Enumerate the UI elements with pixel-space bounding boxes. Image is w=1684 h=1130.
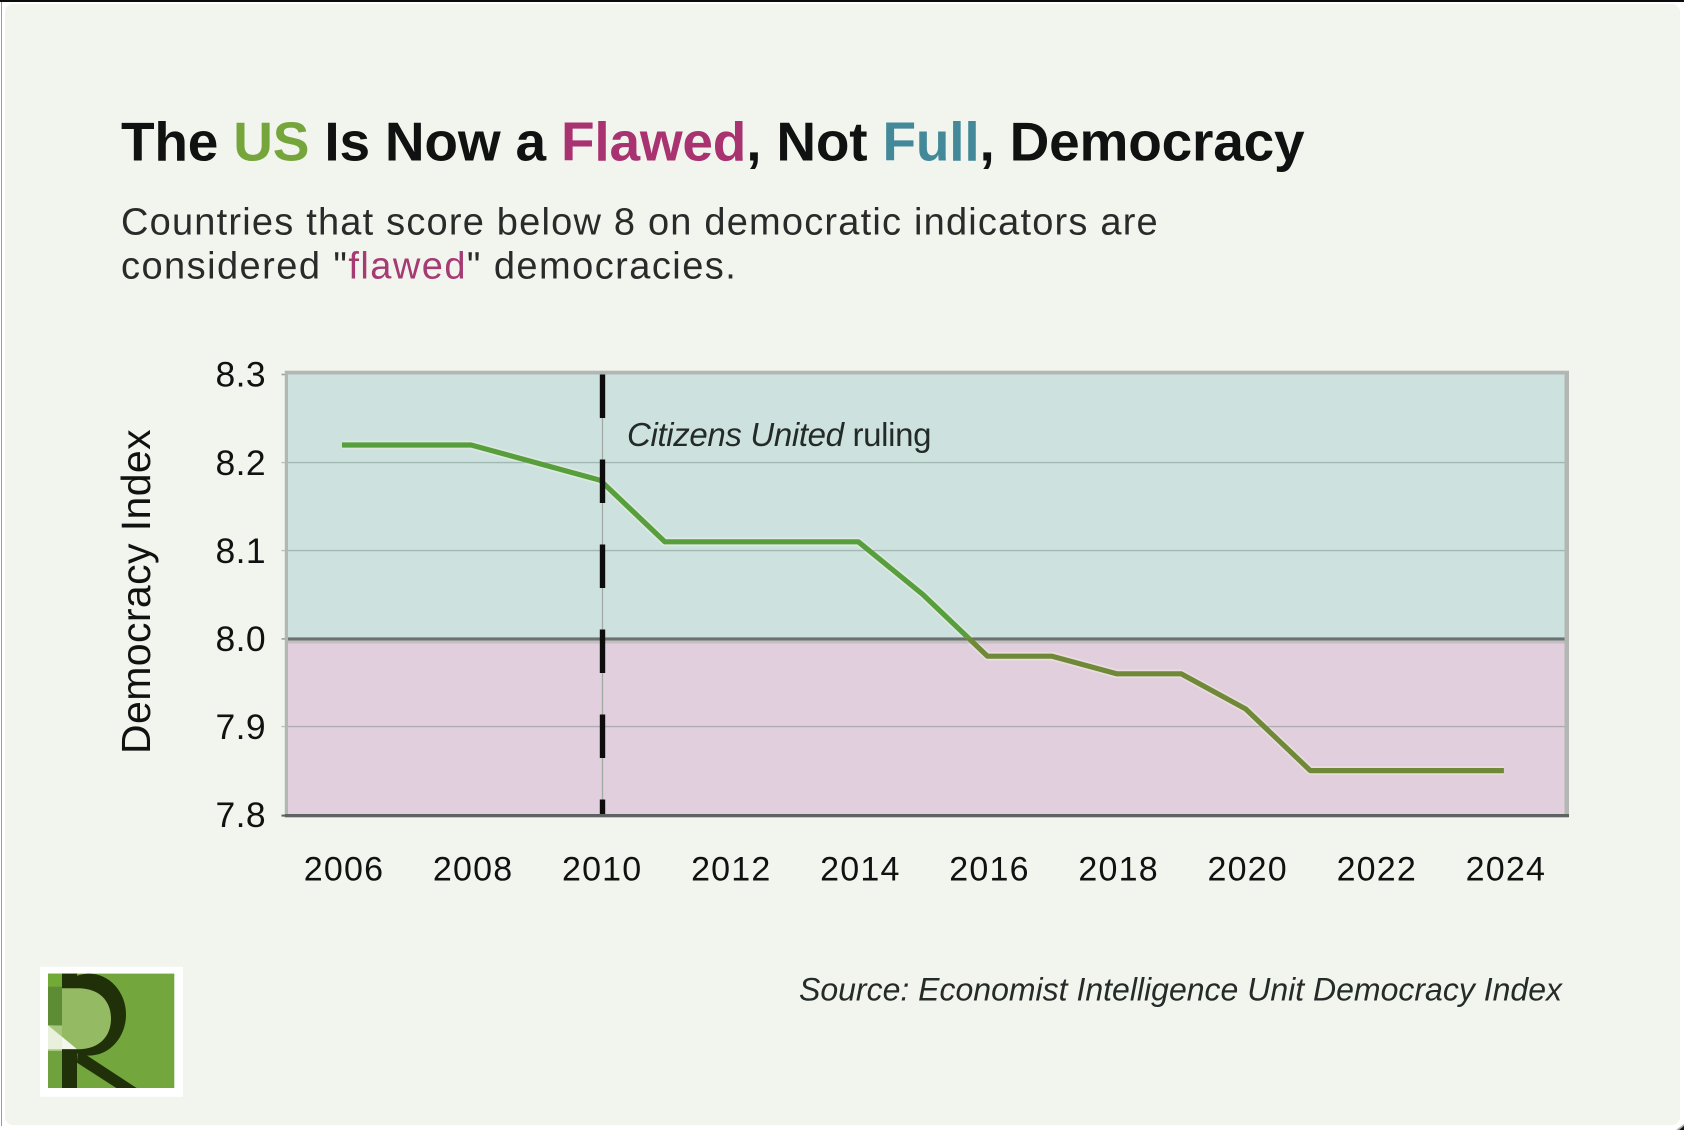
- svg-text:7.9: 7.9: [215, 707, 266, 747]
- svg-text:2006: 2006: [304, 851, 384, 889]
- svg-text:2012: 2012: [691, 851, 771, 889]
- svg-text:2014: 2014: [820, 851, 900, 889]
- svg-text:2024: 2024: [1466, 851, 1546, 889]
- svg-text:8.2: 8.2: [215, 443, 266, 483]
- svg-text:2008: 2008: [433, 851, 513, 889]
- svg-text:Citizens United ruling: Citizens United ruling: [627, 416, 931, 453]
- svg-text:The US Is Now a Flawed, Not Fu: The US Is Now a Flawed, Not Full, Democr…: [121, 111, 1305, 173]
- svg-text:2016: 2016: [949, 851, 1029, 889]
- svg-text:2022: 2022: [1337, 851, 1417, 889]
- svg-text:2018: 2018: [1078, 851, 1158, 889]
- svg-text:8.1: 8.1: [215, 531, 266, 571]
- svg-text:8.3: 8.3: [215, 355, 266, 395]
- svg-text:Source: Economist Intelligence: Source: Economist Intelligence Unit Demo…: [799, 972, 1563, 1008]
- svg-text:considered "flawed" democracie: considered "flawed" democracies.: [121, 246, 737, 288]
- svg-text:7.8: 7.8: [215, 795, 266, 835]
- svg-text:Countries that score below 8 o: Countries that score below 8 on democrat…: [121, 202, 1159, 244]
- svg-text:2010: 2010: [562, 851, 642, 889]
- svg-text:Democracy Index: Democracy Index: [113, 429, 159, 754]
- svg-text:2020: 2020: [1207, 851, 1287, 889]
- svg-text:8.0: 8.0: [215, 619, 266, 659]
